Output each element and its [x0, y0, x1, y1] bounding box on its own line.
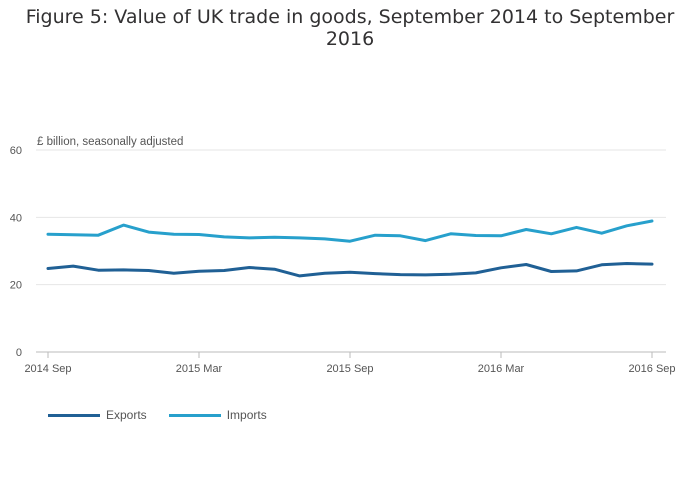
data-point-imports-11[interactable]	[321, 235, 329, 243]
legend-label-imports: Imports	[226, 408, 267, 422]
data-point-imports-17[interactable]	[472, 232, 480, 240]
data-point-imports-20[interactable]	[547, 230, 555, 238]
data-point-imports-18[interactable]	[497, 232, 505, 240]
data-point-exports-21[interactable]	[573, 267, 581, 275]
data-point-imports-7[interactable]	[220, 233, 228, 241]
data-point-imports-14[interactable]	[396, 232, 404, 240]
data-point-exports-23[interactable]	[623, 259, 631, 267]
data-point-exports-14[interactable]	[396, 271, 404, 279]
data-point-exports-10[interactable]	[296, 272, 304, 280]
y-tick-label-2: 40	[10, 212, 22, 224]
series-line-exports	[46, 262, 654, 278]
data-point-exports-9[interactable]	[271, 265, 279, 273]
data-point-imports-6[interactable]	[195, 231, 203, 239]
x-tick-label-2: 2015 Sep	[326, 363, 373, 375]
data-point-exports-20[interactable]	[547, 268, 555, 276]
data-point-imports-19[interactable]	[522, 225, 530, 233]
data-point-exports-17[interactable]	[472, 269, 480, 277]
data-point-imports-23[interactable]	[623, 222, 631, 230]
data-point-imports-24[interactable]	[648, 217, 656, 225]
chart-title: Figure 5: Value of UK trade in goods, Se…	[25, 6, 675, 50]
data-point-exports-15[interactable]	[422, 271, 430, 279]
data-point-imports-21[interactable]	[573, 223, 581, 231]
data-point-exports-0[interactable]	[44, 265, 52, 273]
data-point-imports-15[interactable]	[422, 237, 430, 245]
series-line-imports	[46, 219, 654, 243]
data-point-exports-24[interactable]	[648, 260, 656, 268]
data-point-imports-3[interactable]	[120, 221, 128, 229]
legend-item-exports[interactable]: Exports	[48, 408, 147, 422]
data-point-imports-2[interactable]	[94, 231, 102, 239]
x-tick-label-4: 2016 Sep	[628, 363, 675, 375]
data-point-exports-8[interactable]	[245, 263, 253, 271]
legend: Exports Imports	[48, 408, 289, 422]
data-point-exports-4[interactable]	[145, 267, 153, 275]
data-point-exports-1[interactable]	[69, 262, 77, 270]
data-point-imports-22[interactable]	[598, 229, 606, 237]
legend-item-imports[interactable]: Imports	[168, 408, 267, 422]
data-point-exports-7[interactable]	[220, 267, 228, 275]
legend-swatch-imports	[168, 413, 221, 417]
data-point-imports-1[interactable]	[69, 231, 77, 239]
data-point-exports-3[interactable]	[120, 266, 128, 274]
data-point-exports-6[interactable]	[195, 267, 203, 275]
x-tick-label-1: 2015 Mar	[176, 363, 223, 375]
data-point-imports-13[interactable]	[371, 231, 379, 239]
data-point-imports-0[interactable]	[44, 230, 52, 238]
data-point-imports-8[interactable]	[245, 234, 253, 242]
data-point-imports-9[interactable]	[271, 233, 279, 241]
data-point-exports-18[interactable]	[497, 264, 505, 272]
data-point-imports-4[interactable]	[145, 228, 153, 236]
x-tick-label-3: 2016 Mar	[478, 363, 525, 375]
data-point-exports-13[interactable]	[371, 270, 379, 278]
legend-label-exports: Exports	[106, 408, 147, 422]
data-point-imports-10[interactable]	[296, 234, 304, 242]
y-tick-label-1: 20	[10, 280, 22, 292]
data-point-exports-19[interactable]	[522, 260, 530, 268]
data-point-exports-2[interactable]	[94, 266, 102, 274]
data-point-exports-16[interactable]	[447, 270, 455, 278]
x-tick-label-0: 2014 Sep	[24, 363, 71, 375]
data-point-imports-12[interactable]	[346, 237, 354, 245]
legend-swatch-exports	[48, 413, 100, 417]
data-point-exports-12[interactable]	[346, 268, 354, 276]
data-point-imports-5[interactable]	[170, 230, 178, 238]
data-point-exports-5[interactable]	[170, 269, 178, 277]
y-tick-label-3: 60	[10, 145, 22, 157]
y-tick-label-0: 0	[16, 347, 22, 359]
data-point-exports-22[interactable]	[598, 261, 606, 269]
data-point-imports-16[interactable]	[447, 230, 455, 238]
y-axis-unit-label: £ billion, seasonally adjusted	[37, 136, 184, 148]
data-point-exports-11[interactable]	[321, 269, 329, 277]
